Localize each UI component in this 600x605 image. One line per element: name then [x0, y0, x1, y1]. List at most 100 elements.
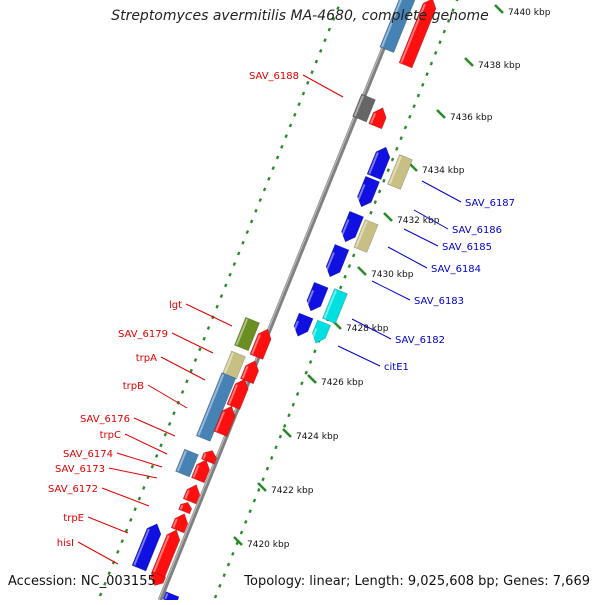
- label-leader-left: [302, 74, 344, 98]
- ruler-dot-right: [295, 392, 300, 396]
- label-leader-left: [171, 332, 214, 354]
- genome-backbone: [157, 0, 406, 601]
- ruler-dot-left: [318, 48, 323, 53]
- label-leader-left: [133, 417, 176, 437]
- ruler-dot-left: [163, 432, 168, 437]
- gene-red: [239, 360, 259, 385]
- gene-red-shine: [192, 464, 200, 478]
- gene-sav6185: [353, 219, 379, 253]
- ruler-dot-left: [254, 208, 258, 213]
- gene-sav6187-strand: [366, 146, 391, 181]
- ruler-dot-left: [327, 27, 332, 32]
- ruler-dot-left: [172, 411, 176, 416]
- ruler-dot-left: [288, 123, 293, 128]
- gene-sav6182-shine: [323, 289, 337, 319]
- gene-blue: [357, 175, 380, 208]
- ruler-tick-label: 7430 kbp: [371, 270, 414, 280]
- gene-sav6182: [322, 288, 348, 324]
- gene-red-shine: [179, 504, 184, 510]
- ruler-dot-right: [265, 466, 270, 471]
- ruler-dot-right: [416, 93, 421, 98]
- ruler-dot-left: [336, 6, 340, 11]
- ruler-dot-right: [412, 104, 416, 109]
- ruler-dot-right: [408, 114, 412, 119]
- ruler-dot-right: [291, 402, 295, 407]
- gene-sav6183: [306, 281, 329, 312]
- ruler-dot-left: [202, 336, 206, 341]
- gene-sav6187: [387, 154, 413, 190]
- ruler-dot-left: [154, 454, 159, 458]
- gene-sav6186-shine: [339, 219, 350, 240]
- gene-red-shine: [202, 453, 207, 460]
- gene-steelblue-shine: [381, 0, 403, 48]
- ruler-dot-left: [310, 70, 314, 75]
- ruler-dot-right: [403, 125, 408, 130]
- gene-red: [178, 502, 193, 515]
- label-leader-right: [413, 209, 449, 230]
- genome-backbone-highlight: [158, 0, 403, 601]
- gene-sav6174: [175, 448, 199, 478]
- ruler-tick: [257, 482, 267, 492]
- ruler-tick: [282, 428, 292, 438]
- gene-trpE: [131, 523, 162, 572]
- ruler-dot-right: [282, 424, 287, 428]
- ruler-dot-left: [185, 379, 189, 384]
- gene-red: [170, 513, 189, 534]
- ruler-dot-right: [244, 519, 248, 524]
- ruler-dot-right: [261, 477, 265, 482]
- ruler-tick-label: 7438 kbp: [478, 61, 521, 71]
- ruler-dot-right: [369, 210, 373, 215]
- ruler-dot-right: [386, 168, 390, 173]
- ruler-dot-left: [275, 155, 280, 160]
- accession-label: Accession: NC_003155: [8, 574, 156, 589]
- ruler-dot-left: [267, 176, 271, 181]
- ruler-dot-left: [142, 485, 146, 490]
- ruler-dot-right: [421, 82, 425, 87]
- ruler-tick-label: 7426 kbp: [321, 378, 364, 388]
- ruler-dot-right: [433, 50, 438, 55]
- gene-red: [182, 484, 201, 505]
- gene-sav6184-shine: [324, 252, 335, 275]
- label-leader-right: [403, 228, 439, 247]
- ruler-dot-left: [301, 91, 306, 96]
- ruler-tick: [494, 4, 504, 14]
- gene-red-shine: [251, 334, 261, 355]
- ruler-dot-left: [133, 507, 137, 512]
- gene-red: [226, 378, 249, 410]
- gene-trpB: [195, 372, 237, 442]
- ruler-dot-right: [226, 562, 231, 567]
- gene-label-SAV_6185: SAV_6185: [442, 242, 492, 253]
- ruler-tick-label: 7440 kbp: [508, 8, 551, 18]
- gene-label-trpA: trpA: [136, 353, 157, 364]
- gene-red: [249, 328, 272, 360]
- ruler-tick-label: 7422 kbp: [271, 486, 314, 496]
- gene-label-citE1: citE1: [384, 362, 409, 373]
- ruler-dot-left: [219, 294, 224, 298]
- gene-red: [200, 450, 218, 465]
- label-leader-left: [87, 516, 129, 534]
- gene-blue-shine: [164, 592, 169, 600]
- gene-label-hisI: hisI: [57, 538, 74, 549]
- ruler-dot-right: [257, 487, 261, 492]
- ruler-dot-left: [245, 230, 250, 235]
- label-leader-right: [337, 345, 381, 367]
- ruler-tick: [464, 57, 474, 67]
- gene-red-shine: [152, 534, 170, 574]
- ruler-dot-right: [231, 551, 235, 556]
- genome-summary: Topology: linear; Length: 9,025,608 bp; …: [244, 574, 590, 589]
- label-leader-left: [108, 467, 158, 479]
- gene-label-lgt: lgt: [169, 300, 182, 311]
- gene-sav6186: [341, 210, 364, 243]
- gene-sav6185-shine: [355, 220, 368, 248]
- label-leader-left: [185, 303, 233, 327]
- gene-sav6174-shine: [176, 450, 187, 472]
- ruler-tick-label: 7434 kbp: [422, 166, 465, 176]
- ruler-tick: [307, 374, 317, 384]
- ruler-dot-right: [377, 189, 382, 194]
- ruler-tick: [357, 266, 367, 276]
- ruler-dot-left: [228, 272, 232, 277]
- ruler-dot-left: [224, 283, 228, 288]
- gene-blue-shine: [292, 320, 299, 334]
- ruler-dot-left: [103, 581, 107, 586]
